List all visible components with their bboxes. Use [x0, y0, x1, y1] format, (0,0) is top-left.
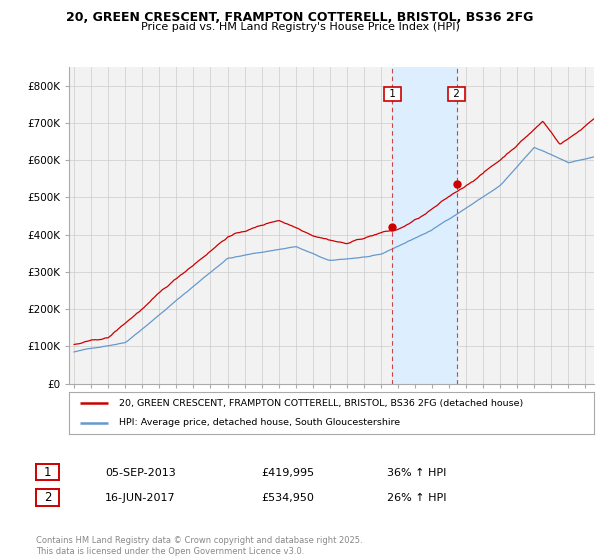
Text: 2: 2 — [44, 491, 51, 504]
Text: £419,995: £419,995 — [261, 468, 314, 478]
Text: 26% ↑ HPI: 26% ↑ HPI — [387, 493, 446, 503]
Text: Contains HM Land Registry data © Crown copyright and database right 2025.
This d: Contains HM Land Registry data © Crown c… — [36, 536, 362, 556]
Text: 20, GREEN CRESCENT, FRAMPTON COTTERELL, BRISTOL, BS36 2FG: 20, GREEN CRESCENT, FRAMPTON COTTERELL, … — [67, 11, 533, 24]
Text: 20, GREEN CRESCENT, FRAMPTON COTTERELL, BRISTOL, BS36 2FG (detached house): 20, GREEN CRESCENT, FRAMPTON COTTERELL, … — [119, 399, 523, 408]
Text: 2: 2 — [450, 89, 463, 99]
Text: £534,950: £534,950 — [261, 493, 314, 503]
Text: 36% ↑ HPI: 36% ↑ HPI — [387, 468, 446, 478]
Text: 1: 1 — [386, 89, 399, 99]
Text: 05-SEP-2013: 05-SEP-2013 — [105, 468, 176, 478]
Bar — [392, 67, 457, 384]
Text: 16-JUN-2017: 16-JUN-2017 — [105, 493, 176, 503]
Text: Price paid vs. HM Land Registry's House Price Index (HPI): Price paid vs. HM Land Registry's House … — [140, 22, 460, 32]
Text: 1: 1 — [44, 465, 51, 479]
Text: HPI: Average price, detached house, South Gloucestershire: HPI: Average price, detached house, Sout… — [119, 418, 400, 427]
